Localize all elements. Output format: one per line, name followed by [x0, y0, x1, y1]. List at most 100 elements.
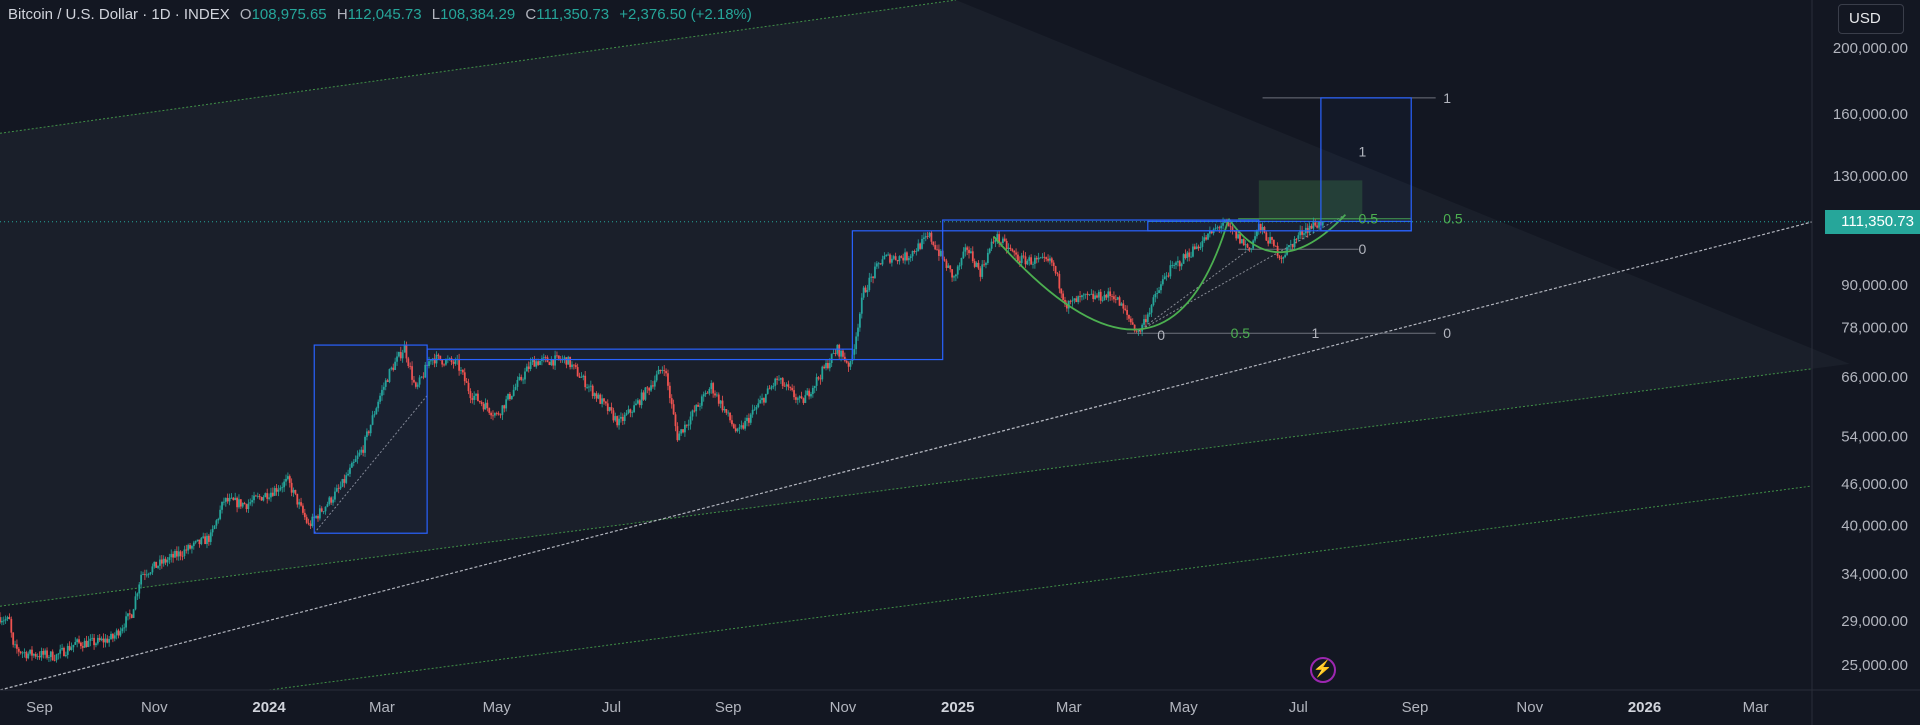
- candle-body: [934, 245, 937, 250]
- fib-label: 0.5: [1443, 211, 1463, 227]
- candle-body: [153, 561, 156, 567]
- range-box: [942, 219, 1260, 232]
- candle-body: [768, 388, 771, 390]
- candle-body: [939, 250, 942, 256]
- candle-body: [936, 249, 938, 251]
- candle-body: [1169, 265, 1172, 277]
- candle-body: [288, 476, 291, 483]
- time-axis-label: 2024: [252, 699, 286, 716]
- candle-body: [1321, 221, 1324, 226]
- candle-body: [1301, 230, 1303, 235]
- time-axis-label: May: [483, 699, 512, 716]
- currency-button[interactable]: USD: [1838, 4, 1904, 34]
- candle-body: [493, 413, 496, 416]
- candle-body: [394, 361, 397, 370]
- candle-body: [1065, 304, 1068, 309]
- candle-body: [414, 382, 417, 387]
- low-value: 108,384.29: [440, 6, 516, 23]
- candle-body: [245, 504, 248, 510]
- candle-body: [1274, 245, 1277, 247]
- candle-body: [1143, 319, 1145, 325]
- candle-body: [697, 404, 699, 407]
- candle-body: [279, 487, 282, 490]
- candle-body: [1182, 254, 1185, 264]
- candle-body: [1161, 279, 1164, 285]
- candle-body: [174, 551, 176, 558]
- lightning-icon[interactable]: ⚡: [1309, 657, 1336, 683]
- candle-body: [194, 541, 197, 543]
- candle-body: [744, 420, 747, 429]
- candle-body: [631, 412, 634, 414]
- candle-body: [531, 358, 534, 363]
- price-axis-area: [1812, 0, 1920, 690]
- candle-body: [798, 396, 801, 399]
- candle-body: [644, 387, 647, 400]
- candle-body: [160, 559, 163, 564]
- candle-body: [962, 251, 965, 259]
- candle-body: [612, 410, 615, 421]
- candle-body: [599, 394, 602, 404]
- candle-body: [243, 503, 246, 505]
- candle-body: [106, 638, 109, 643]
- candle-body: [132, 609, 135, 618]
- candle-body: [1022, 255, 1025, 257]
- candle-body: [919, 243, 922, 249]
- candle-body: [55, 654, 58, 661]
- candle-body: [202, 536, 205, 538]
- candle-body: [960, 258, 963, 266]
- candle-body: [1081, 295, 1083, 298]
- candle-body: [89, 638, 92, 641]
- candle-body: [70, 647, 73, 650]
- high-label: H: [336, 6, 348, 23]
- candle-body: [977, 262, 980, 269]
- plot-area: 1 0.5 0 1 0.5 0 0 0.5 1: [0, 0, 1812, 690]
- candle-body: [0, 620, 3, 623]
- fib-label: 1: [1311, 325, 1319, 341]
- price-axis-label: 200,000.00: [1833, 40, 1908, 57]
- candle-body: [766, 388, 769, 394]
- candle-body: [828, 362, 831, 369]
- cup-curve: [1227, 214, 1347, 254]
- candle-body: [0, 617, 1, 623]
- candle-body: [1018, 260, 1021, 264]
- candle-body: [930, 232, 933, 242]
- candle-body: [127, 613, 129, 617]
- candle-body: [192, 542, 195, 547]
- candle-body: [381, 389, 383, 396]
- candle-body: [900, 256, 903, 258]
- candle-body: [14, 644, 16, 646]
- candle-body: [63, 647, 65, 657]
- candle-body: [360, 449, 363, 453]
- candle-body: [247, 503, 250, 510]
- candle-body: [1299, 230, 1302, 236]
- candle-body: [162, 558, 165, 564]
- candle-body: [879, 263, 882, 265]
- candle-body: [830, 353, 833, 363]
- candle-body: [499, 414, 502, 416]
- candle-body: [1111, 296, 1113, 297]
- candle-body: [1047, 258, 1049, 261]
- candle-body: [704, 392, 707, 395]
- candle-body: [398, 351, 400, 357]
- candle-body: [64, 654, 67, 657]
- candle-body: [497, 413, 500, 415]
- candle-body: [140, 574, 143, 585]
- candle-body: [309, 523, 312, 527]
- candle-body: [46, 650, 48, 658]
- candle-body: [505, 399, 508, 409]
- candle-body: [985, 262, 987, 265]
- candle-body: [191, 546, 193, 549]
- candle-body: [676, 426, 679, 441]
- candle-body: [311, 516, 314, 527]
- candle-body: [623, 414, 626, 421]
- candle-body: [1173, 265, 1176, 266]
- candle-body: [764, 393, 767, 403]
- candle-body: [19, 651, 22, 653]
- candle-body: [8, 617, 11, 620]
- time-axis-label: 2026: [1628, 699, 1661, 716]
- candle-body: [860, 297, 863, 314]
- candle-body: [1114, 299, 1117, 301]
- candle-body: [1237, 234, 1240, 239]
- candle-body: [706, 392, 709, 394]
